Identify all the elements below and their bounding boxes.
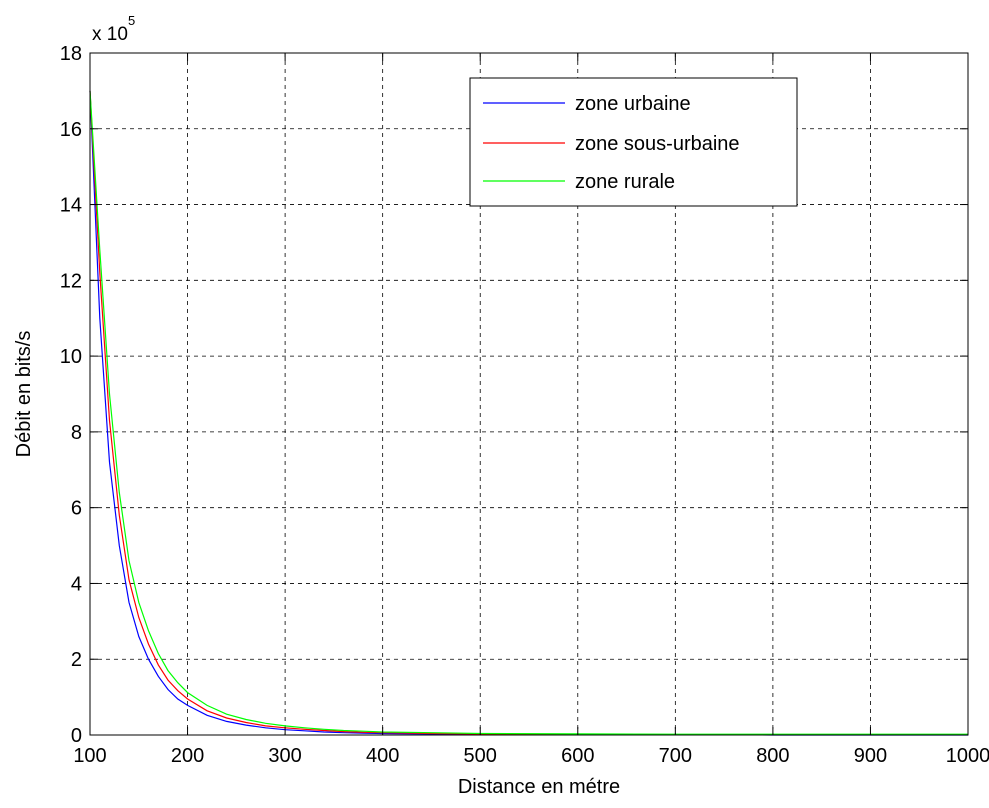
y-multiplier-exponent: 5 [128, 13, 135, 28]
series-line-zone-rurale [89, 90, 968, 735]
y-tick-label: 8 [71, 422, 82, 444]
x-tick-label: 400 [366, 745, 399, 767]
x-tick-label: 500 [464, 745, 497, 767]
x-tick-label: 900 [854, 745, 887, 767]
y-tick-label: 4 [71, 573, 82, 595]
x-tick-label: 100 [73, 745, 106, 767]
legend-entry-sous-urbaine: zone sous-urbaine [483, 133, 740, 155]
legend-label-sous-urbaine: zone sous-urbaine [575, 133, 740, 155]
legend-label-rurale: zone rurale [575, 171, 675, 193]
x-tick-label: 600 [561, 745, 594, 767]
y-tick-label: 0 [71, 725, 82, 747]
x-tick-label: 800 [756, 745, 789, 767]
axis-ticks: 100 200 300 400 500 600 700 800 900 1000 0 2 4 6 8 10 12… [60, 43, 989, 767]
x-tick-label: 700 [659, 745, 692, 767]
y-axis-label: Débit en bits/s [13, 331, 35, 458]
y-tick-label: 12 [60, 270, 82, 292]
legend-entry-rurale: zone rurale [483, 171, 675, 193]
legend-box [469, 77, 798, 207]
plot-frame [89, 52, 969, 736]
series-lines [89, 90, 968, 736]
y-tick-label: 18 [60, 43, 82, 65]
y-tick-label: 16 [60, 119, 82, 141]
legend: zone urbaine zone sous-urbaine zone rura… [469, 77, 798, 207]
x-tick-label: 1000 [946, 745, 989, 767]
legend-entry-urbaine: zone urbaine [483, 93, 691, 115]
y-tick-label: 2 [71, 649, 82, 671]
y-tick-label: 10 [60, 346, 82, 368]
y-tick-label: 14 [60, 195, 82, 217]
y-multiplier-label: x 10 [92, 24, 128, 45]
y-tick-label: 6 [71, 498, 82, 520]
x-tick-label: 300 [268, 745, 301, 767]
x-axis-label: Distance en métre [458, 776, 620, 798]
legend-label-urbaine: zone urbaine [575, 93, 691, 115]
x-tick-label: 200 [171, 745, 204, 767]
